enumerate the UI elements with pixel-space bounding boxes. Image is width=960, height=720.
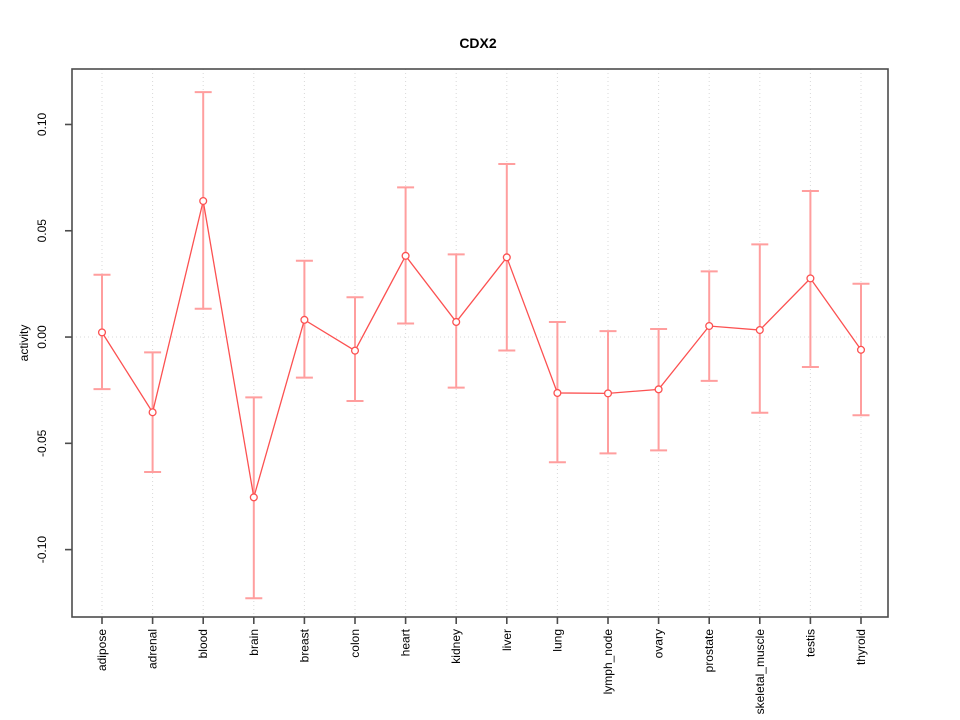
data-point <box>452 317 461 327</box>
x-tick-label: heart <box>399 628 413 656</box>
x-tick-label: adrenal <box>146 629 160 669</box>
x-tick-label: lung <box>550 629 564 652</box>
data-point <box>350 346 360 355</box>
x-tick-label: thyroid <box>854 629 868 665</box>
y-tick-label: 0.05 <box>35 219 49 243</box>
data-point <box>654 385 663 394</box>
data-point <box>705 321 714 331</box>
y-tick-label: -0.05 <box>35 429 49 457</box>
chart-title: CDX2 <box>459 35 497 51</box>
data-point <box>755 325 764 335</box>
data-point <box>97 328 107 337</box>
x-tick-label: breast <box>297 628 311 662</box>
data-line <box>101 200 862 498</box>
data-point <box>199 196 208 206</box>
data-point <box>249 493 258 502</box>
data-point <box>603 389 613 398</box>
x-tick-label: blood <box>196 629 210 658</box>
y-tick-label: 0.00 <box>35 325 49 349</box>
data-point <box>502 253 511 262</box>
x-tick-label: adipose <box>95 629 109 671</box>
data-point <box>806 274 815 283</box>
data-point <box>300 315 309 324</box>
x-tick-label: prostate <box>702 629 716 673</box>
x-tick-label: ovary <box>652 629 666 658</box>
x-tick-label: skeletal_muscle <box>753 629 767 715</box>
x-tick-label: brain <box>247 629 261 656</box>
y-tick-label: -0.10 <box>35 536 49 564</box>
data-point <box>401 251 410 260</box>
y-axis-label: activity <box>17 325 31 362</box>
plot-border <box>71 68 889 618</box>
data-point <box>553 388 562 398</box>
x-tick-label: testis <box>803 629 817 657</box>
x-tick-label: colon <box>348 629 362 658</box>
x-tick-label: liver <box>500 629 514 651</box>
x-tick-label: lymph_node <box>601 629 615 695</box>
y-tick-label: 0.10 <box>35 112 49 136</box>
data-point <box>856 345 866 354</box>
plot-area: -0.10 -0.05 0.00 0.05 0.10 adipose adrenal bloo… <box>35 68 889 715</box>
data-point <box>148 408 157 417</box>
x-tick-label: kidney <box>449 629 463 664</box>
